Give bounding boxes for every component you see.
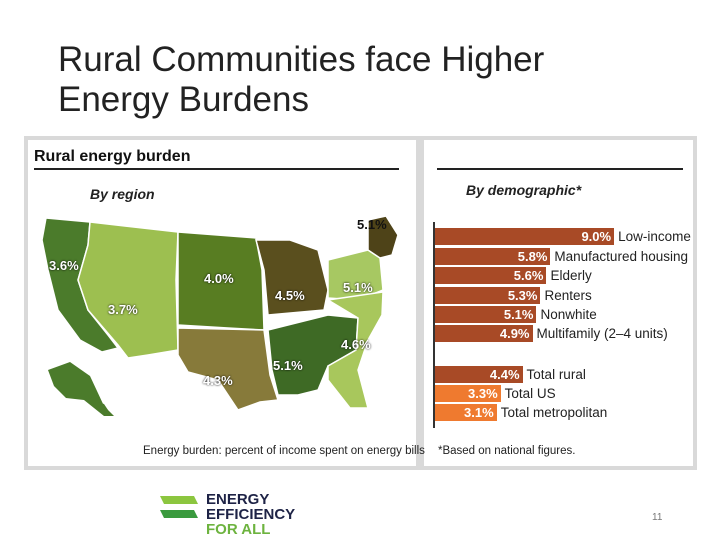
region-shape-midwest — [255, 239, 329, 316]
bar: 5.1% — [435, 306, 537, 323]
region-value-south-atlantic: 4.6% — [341, 337, 371, 352]
bar: 5.6% — [435, 267, 547, 284]
bar: 3.1% — [435, 404, 497, 421]
map-subtitle: By region — [90, 186, 155, 202]
bar-category-label: Total US — [504, 386, 556, 401]
bar-axis — [433, 222, 435, 428]
region-value-south-central: 4.3% — [203, 373, 233, 388]
region-value-new-england: 5.1% — [357, 217, 387, 232]
region-shape-mountain — [77, 221, 179, 359]
bar-category-label: Total rural — [526, 367, 586, 382]
bar: 5.8% — [435, 248, 551, 265]
panel-title: Rural energy burden — [34, 148, 191, 165]
region-shape-new-england — [367, 215, 399, 259]
region-value-mountain: 3.7% — [108, 302, 138, 317]
chart-subtitle: By demographic* — [466, 182, 582, 198]
logo-line1: ENERGY — [206, 491, 270, 508]
region-value-mid-atlantic: 5.1% — [343, 280, 373, 295]
divider — [437, 168, 683, 170]
logo-line2: EFFICIENCY — [206, 506, 296, 523]
bar-category-label: Total metropolitan — [500, 405, 608, 420]
region-shape-east-south-central — [267, 314, 359, 396]
chart-footnote: *Based on national figures. — [438, 445, 576, 457]
bar: 9.0% — [435, 228, 615, 245]
bar-category-label: Low-income — [618, 229, 691, 244]
region-shape-south-atlantic — [325, 291, 384, 409]
region-value-midwest: 4.5% — [275, 288, 305, 303]
divider — [34, 168, 399, 170]
map-caption: Energy burden: percent of income spent o… — [143, 445, 425, 457]
region-value-west: 3.6% — [49, 258, 79, 273]
bar: 4.9% — [435, 325, 533, 342]
bar-category-label: Manufactured housing — [554, 249, 688, 264]
hawaii-shape — [88, 395, 108, 412]
bar-category-label: Renters — [544, 288, 592, 303]
region-value-plains: 4.0% — [204, 271, 234, 286]
bar: 3.3% — [435, 385, 501, 402]
us-map — [41, 215, 399, 416]
alaska-shape — [48, 362, 114, 416]
bar: 4.4% — [435, 366, 523, 383]
region-value-east-south-central: 5.1% — [273, 358, 303, 373]
bar-category-label: Nonwhite — [540, 307, 597, 322]
bar-category-label: Elderly — [550, 268, 592, 283]
page-number: 11 — [652, 512, 663, 523]
bar-category-label: Multifamily (2–4 units) — [536, 326, 668, 341]
region-shape-south-central — [177, 327, 279, 411]
slide-title: Rural Communities face Higher Energy Bur… — [58, 40, 545, 119]
logo-line3: FOR ALL — [206, 521, 271, 538]
bar: 5.3% — [435, 287, 541, 304]
logo-stripes-icon — [160, 496, 198, 518]
